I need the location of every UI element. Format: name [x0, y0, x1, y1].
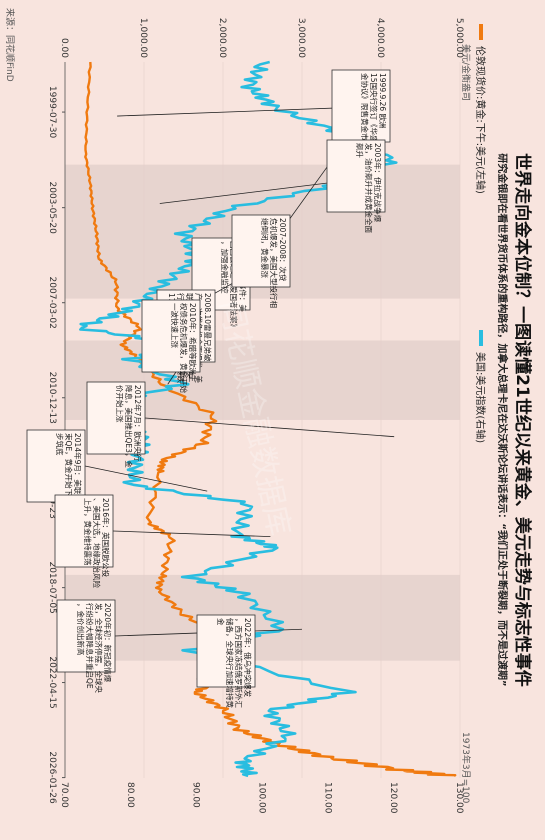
annotation-box — [231, 214, 291, 288]
x-tick-label: 1999-07-30 — [47, 86, 57, 139]
x-tick-label: 2026-01-26 — [47, 751, 57, 804]
source-note: 来源：同花顺FinD — [4, 8, 14, 82]
x-tick-label: 2003-05-20 — [47, 182, 57, 235]
annotation-box — [56, 599, 116, 673]
annotation-text: 2016年：英国脱欧公投、美国大选，地缘政治风险上升，黄金维持震荡 — [83, 498, 111, 588]
y-left-tick-label: 3,000.00 — [296, 18, 306, 58]
shaded-period-2 — [65, 574, 460, 661]
y-right-tick-label: 130.00 — [454, 782, 464, 814]
y-left-tick-label: 5,000.00 — [454, 18, 464, 58]
annotation-box — [141, 299, 201, 373]
annotation-text: 2014年9月：美联储结束QE，黄金开始下跌，逐步筑底 — [55, 433, 83, 519]
annotation-box — [54, 494, 114, 568]
y-right-tick-label: 90.00 — [191, 782, 201, 808]
annotation-box — [86, 381, 146, 455]
gold-series-line — [84, 61, 457, 777]
y-right-tick-label: 110.00 — [322, 782, 332, 814]
annotation-text: 2022年：俄乌冲突爆发，西方国家冻结俄罗斯外汇储备，全球央行加速增持黄金 — [216, 618, 253, 708]
annotation-text: 2003年：伊拉克战争爆发，油价飙升并成黄金全面飙升 — [355, 143, 383, 233]
annotation-text: 2020年初：新冠疫情爆发，全球经济停摆，全球央行纷纷大幅降息并重启QE，金价创… — [76, 603, 113, 693]
y-left-tick-label: 1,000.00 — [138, 18, 148, 58]
y-right-tick-label: 100.00 — [257, 782, 267, 814]
annotation-box — [326, 139, 386, 213]
annotation-leader — [112, 530, 271, 538]
annotation-leader — [84, 465, 208, 492]
annotation-text: 2007-2008：次贷危机爆发，美国大型投行相继倒闭，黄金暴涨 — [260, 218, 288, 308]
y-right-tick-label: 70.00 — [59, 782, 69, 808]
y-left-tick-label: 0.00 — [59, 38, 69, 58]
y-left-tick-label: 4,000.00 — [375, 18, 385, 58]
y-left-tick-label: 2,000.00 — [217, 18, 227, 58]
x-tick-label: 2018-07-05 — [47, 561, 57, 613]
x-tick-label: 2010-12-13 — [47, 372, 57, 424]
annotation-box — [196, 614, 256, 688]
x-tick-label: 2007-03-02 — [47, 277, 57, 329]
annotation-text: 2010年：希腊等欧洲主权债务危机爆发，黄金开始一波快速上涨 — [170, 303, 198, 393]
y-right-tick-label: 120.00 — [388, 782, 398, 814]
y-right-tick-label: 80.00 — [125, 782, 135, 808]
annotation-text: 2012年7月：欧洲央行降息，美国推出QE3，金价开始上涨 — [115, 385, 143, 468]
x-tick-label: 2022-04-15 — [47, 656, 57, 708]
annotation-leader — [144, 417, 395, 438]
annotation-text: 1999.9.26 欧洲15国央行签订《华盛顿黄金协议》限售黄金市场 — [360, 73, 388, 158]
